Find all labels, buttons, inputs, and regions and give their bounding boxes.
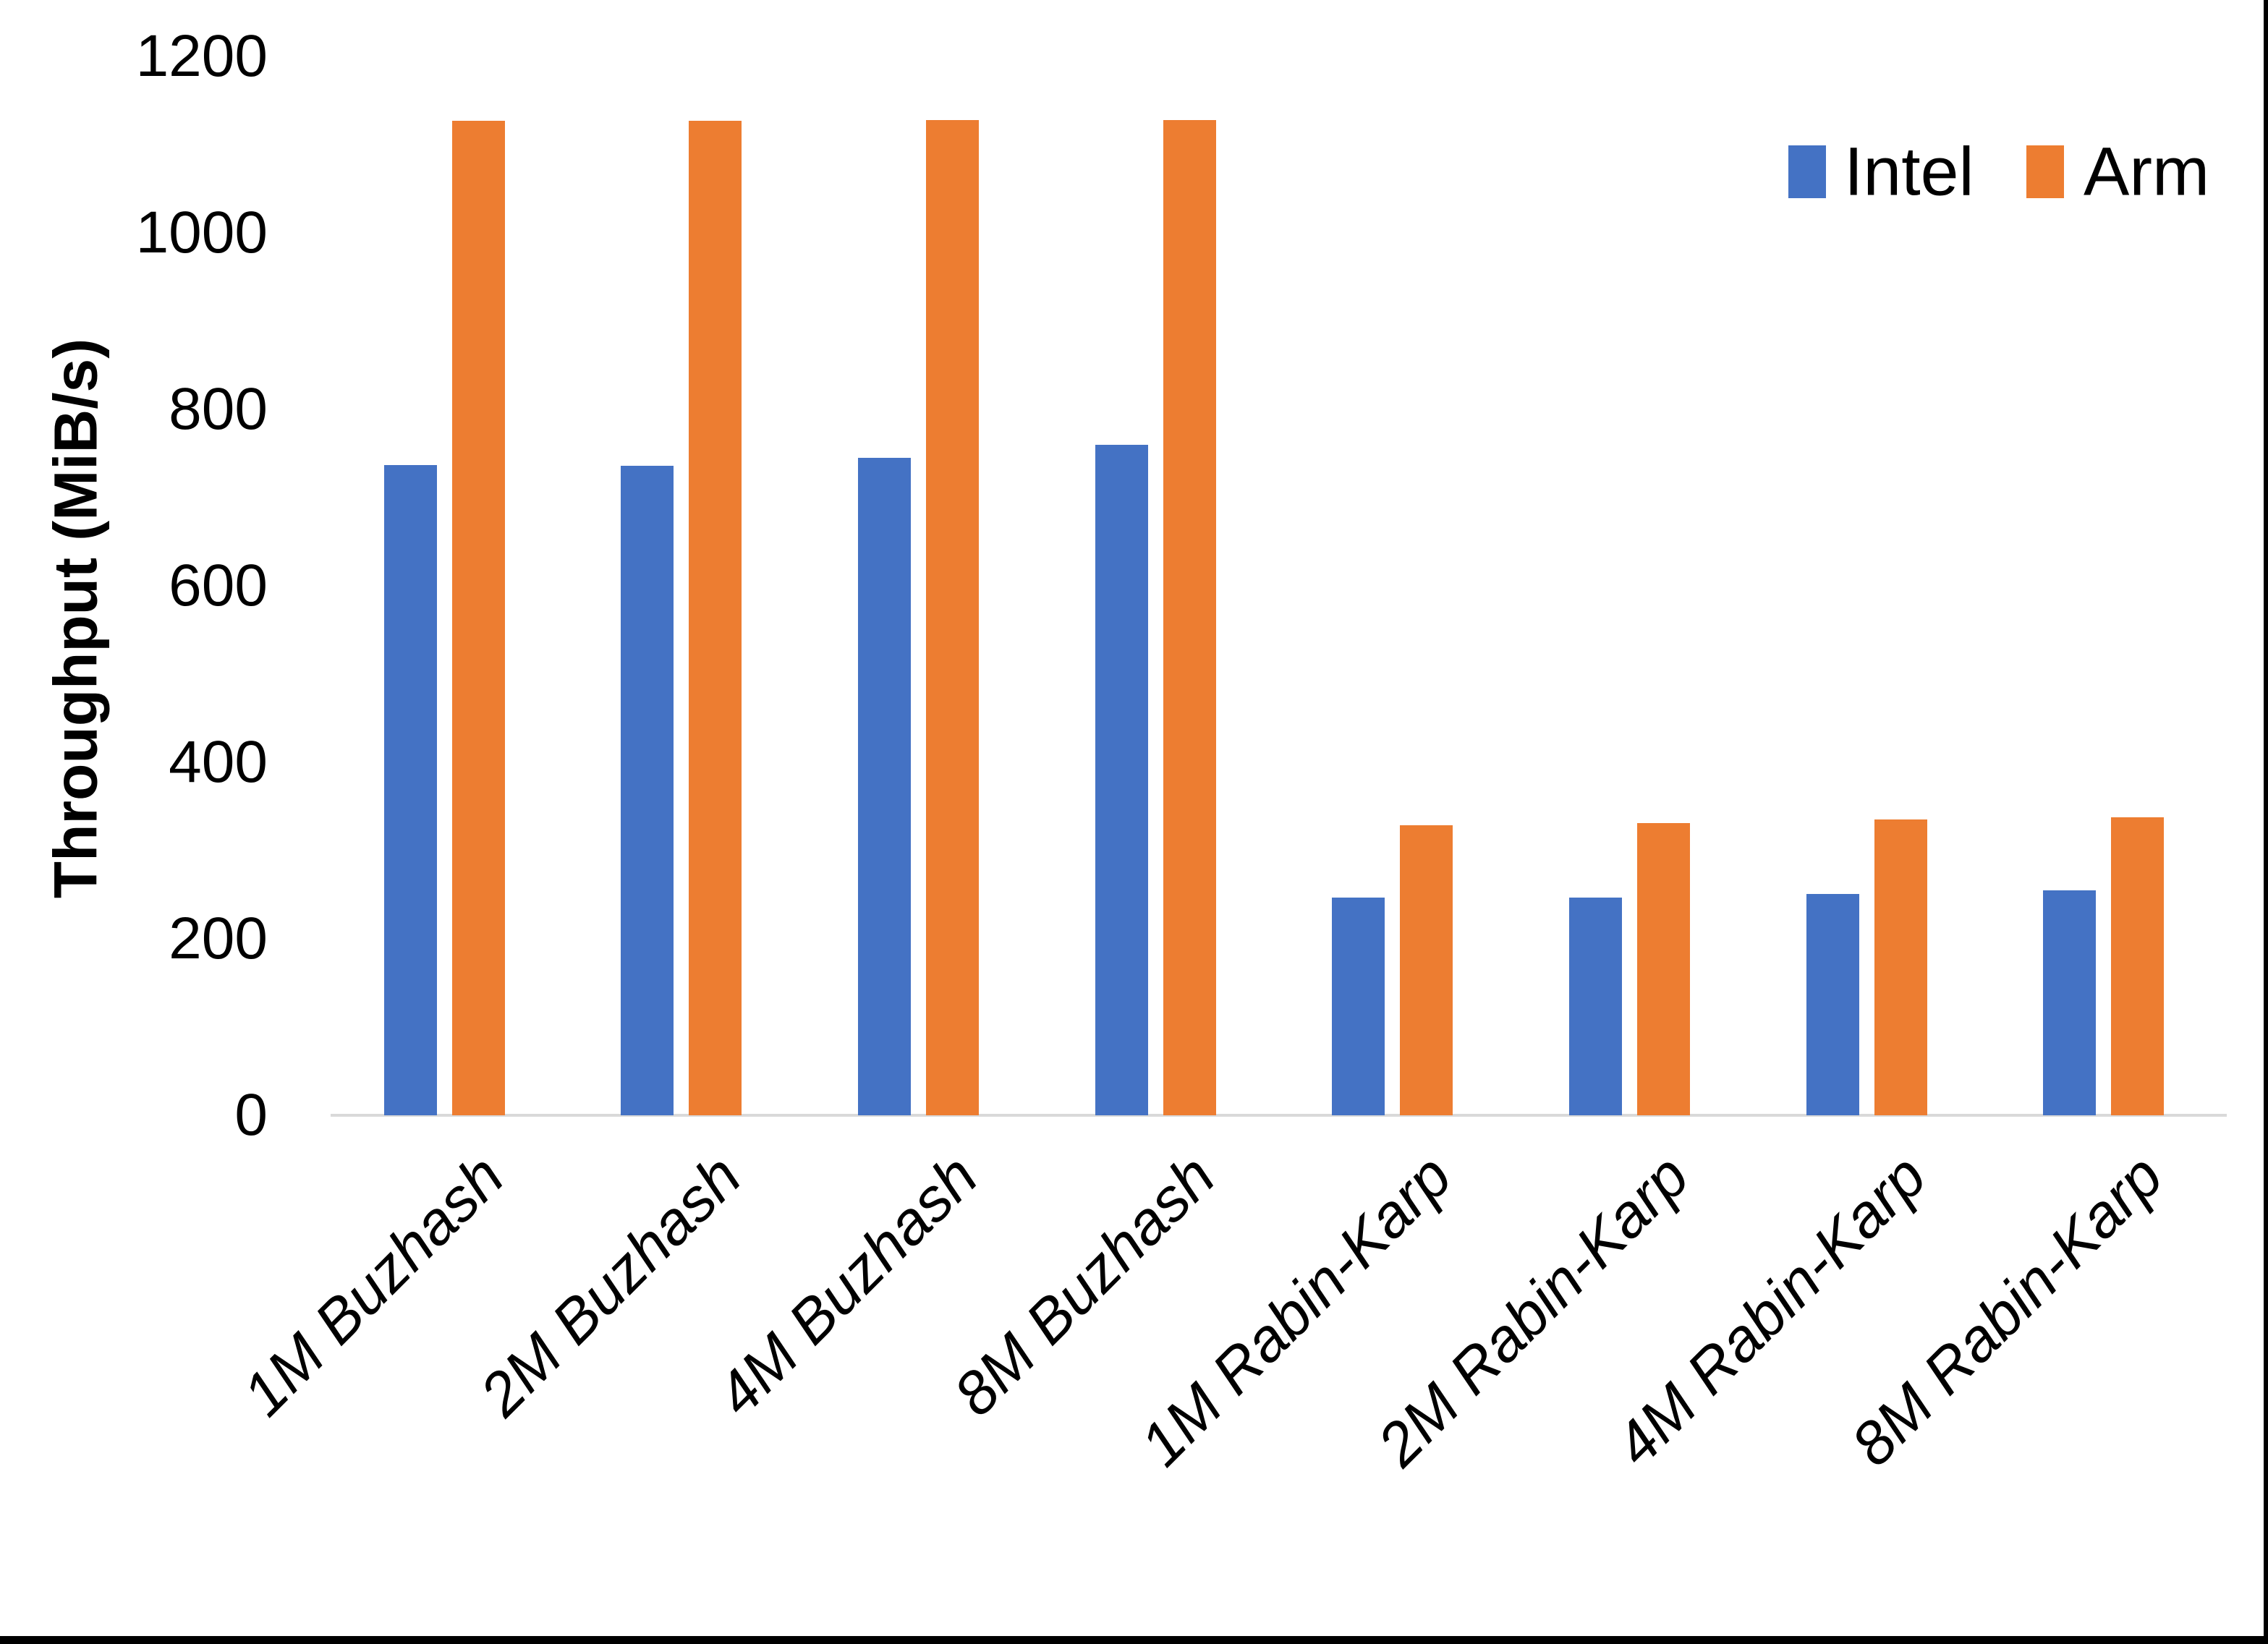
bar-arm (1163, 120, 1216, 1115)
y-tick-label: 1000 (135, 200, 268, 265)
bottom-border-line (0, 1636, 2268, 1644)
bar-intel (1095, 445, 1148, 1115)
right-border-line (2264, 0, 2268, 1644)
y-tick-label: 0 (234, 1082, 268, 1148)
bar-intel (1569, 898, 1622, 1115)
bar-intel (858, 458, 911, 1115)
bar-arm (1874, 819, 1927, 1115)
y-tick-label: 800 (169, 376, 268, 442)
legend-label-intel: Intel (1844, 133, 1974, 210)
bar-intel (1332, 898, 1385, 1115)
y-tick-label: 600 (169, 553, 268, 618)
x-axis-baseline (331, 1114, 2227, 1117)
bar-intel (2043, 890, 2096, 1115)
y-tick-label: 1200 (135, 23, 268, 89)
legend-swatch-arm (2026, 145, 2064, 198)
bar-arm (2111, 817, 2164, 1115)
bar-arm (926, 120, 979, 1115)
bar-arm (1637, 823, 1690, 1115)
legend-label-arm: Arm (2084, 133, 2210, 210)
bar-arm (689, 121, 742, 1115)
legend-swatch-intel (1788, 145, 1826, 198)
bar-arm (1400, 825, 1453, 1115)
bar-arm (452, 121, 505, 1115)
bar-intel (1806, 894, 1859, 1115)
bar-intel (384, 465, 437, 1115)
y-tick-label: 400 (169, 729, 268, 795)
y-tick-label: 200 (169, 906, 268, 971)
bar-intel (621, 466, 674, 1115)
y-axis-title: Throughput (MiB/s) (41, 338, 110, 899)
